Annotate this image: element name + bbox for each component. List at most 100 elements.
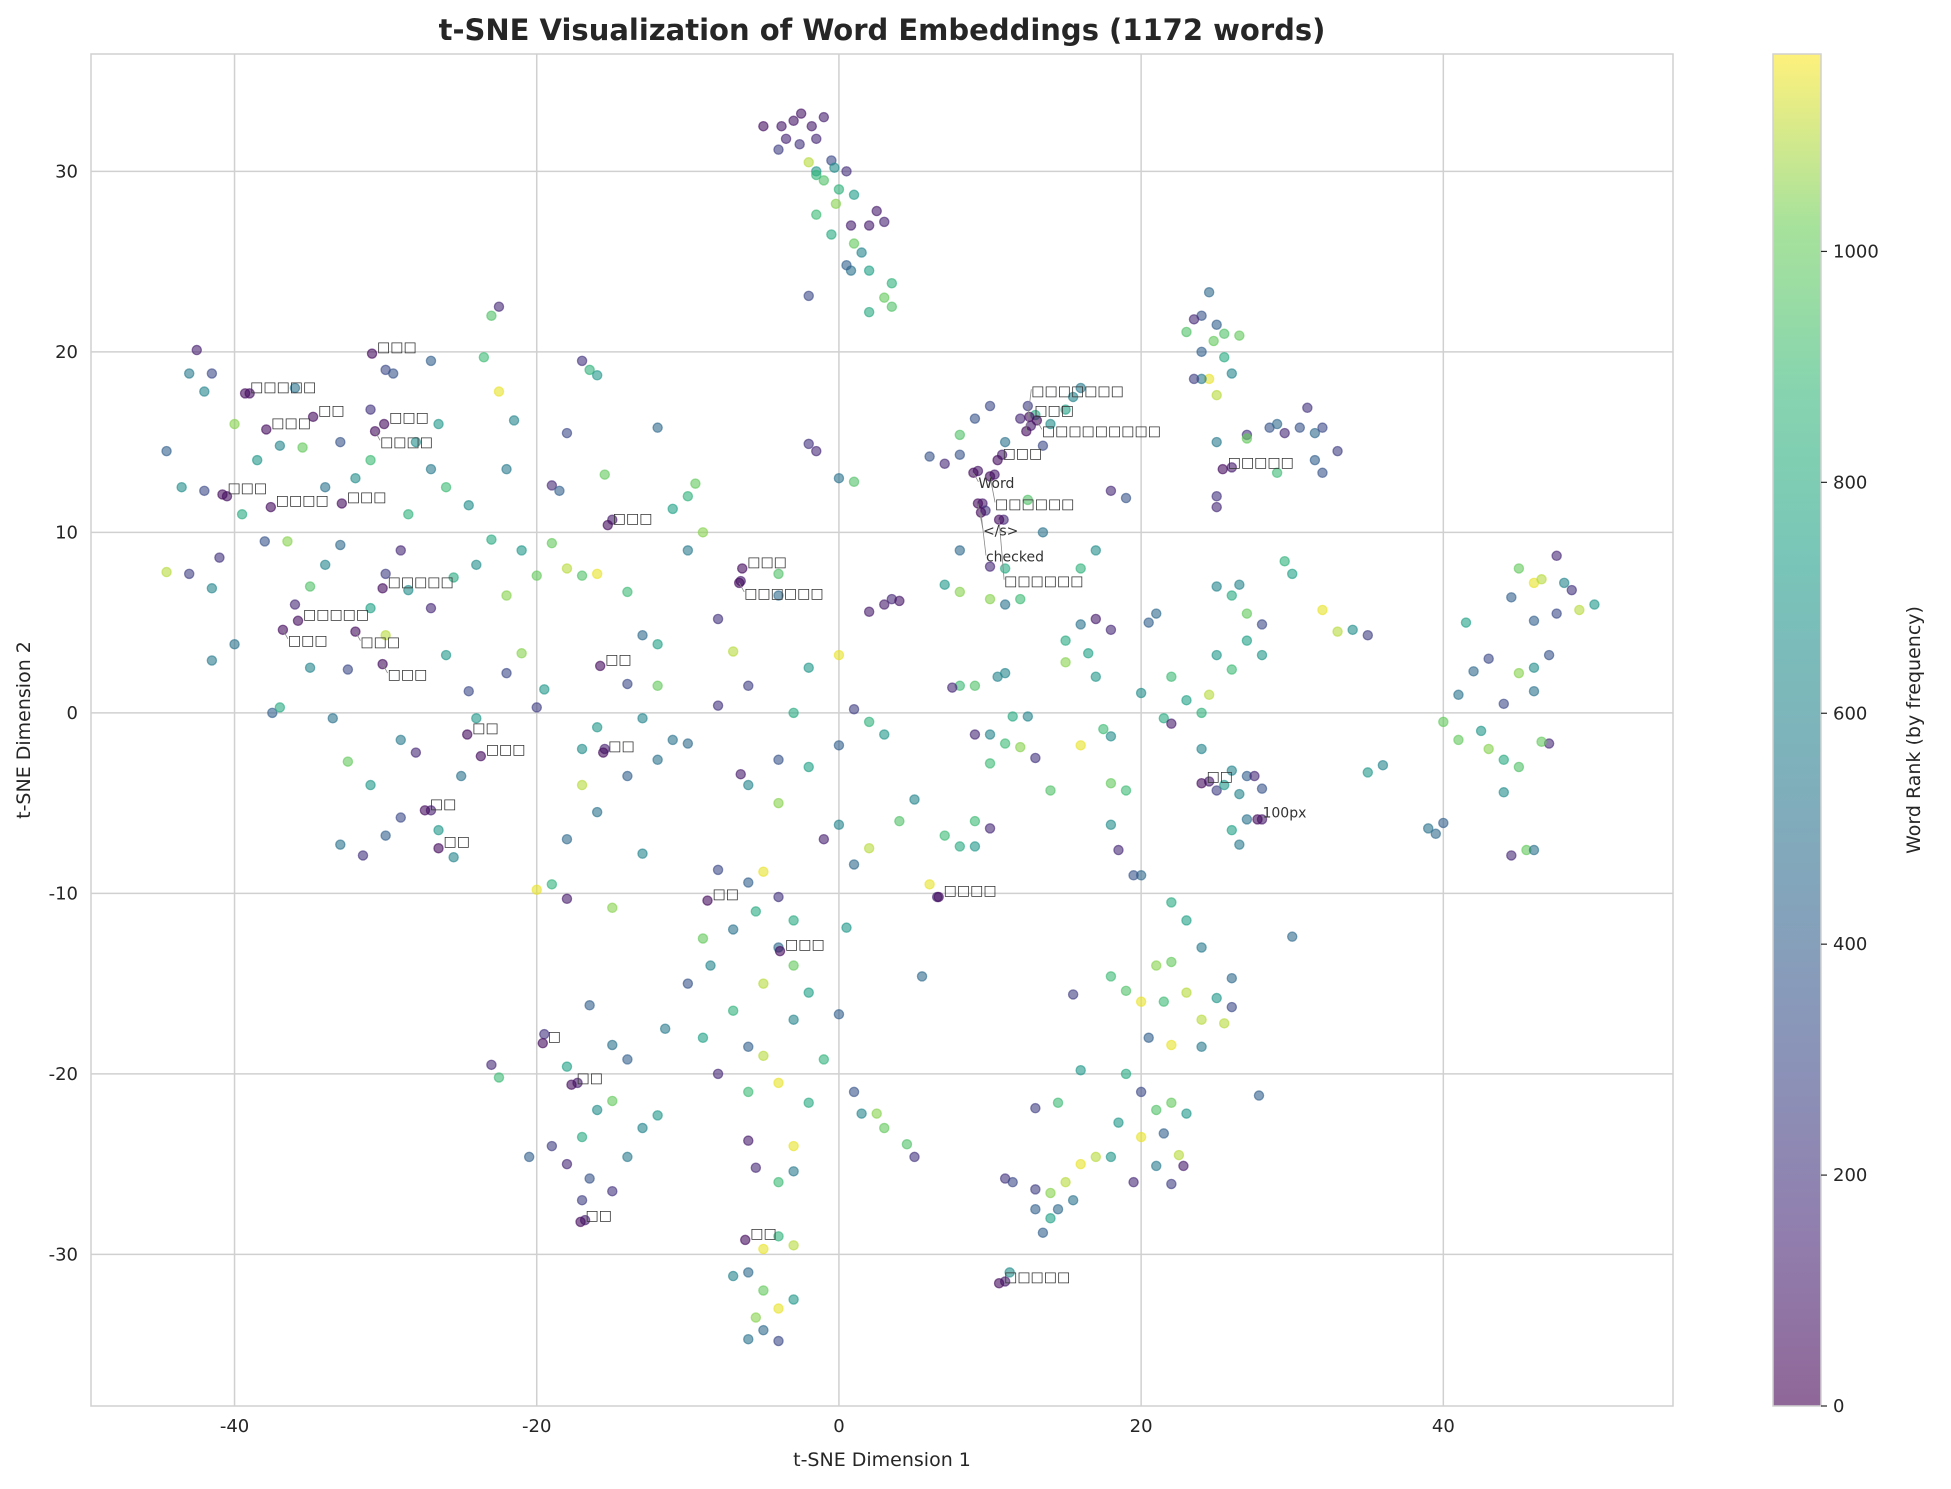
data-point [501, 463, 512, 475]
data-point [788, 707, 799, 719]
data-point [947, 682, 958, 693]
data-point [1090, 613, 1102, 625]
data-point [841, 259, 852, 271]
data-point [1196, 1014, 1207, 1025]
data-point [1438, 716, 1449, 728]
data-point [1105, 731, 1117, 742]
data-point [682, 490, 694, 502]
data-point [1226, 590, 1238, 601]
data-point [788, 960, 799, 971]
data-point [516, 648, 527, 659]
data-point [803, 438, 814, 450]
data-point [342, 756, 354, 767]
annotation-label: □□□ [347, 489, 387, 505]
data-point [199, 485, 210, 497]
data-point [501, 667, 512, 679]
data-point [773, 1335, 784, 1347]
colorbar-tick-label: 1000 [1833, 241, 1879, 262]
data-point [365, 779, 376, 791]
data-point [886, 301, 898, 312]
data-point [969, 815, 981, 827]
data-point [607, 1095, 618, 1107]
data-point [909, 1151, 920, 1163]
data-point [1309, 427, 1321, 439]
data-point [727, 924, 739, 935]
data-point [702, 895, 713, 906]
data-point [1105, 819, 1117, 831]
data-point [969, 729, 981, 740]
data-point [537, 1037, 549, 1049]
data-point [1453, 734, 1464, 746]
data-point [1150, 608, 1162, 619]
data-point [758, 1324, 769, 1336]
data-point [939, 579, 950, 590]
data-point [591, 806, 603, 818]
data-point [1211, 319, 1222, 331]
data-point [1279, 427, 1290, 439]
data-point [1120, 492, 1132, 504]
data-point [697, 1032, 709, 1044]
annotation-label: □□□□□□ [744, 586, 823, 602]
y-tick-label: 20 [55, 342, 78, 363]
data-point [1460, 617, 1472, 628]
annotation-label: □□□ [388, 667, 428, 683]
data-point [410, 747, 422, 758]
data-point [818, 833, 830, 845]
data-point [1558, 577, 1570, 589]
annotation-label: □□ [712, 887, 738, 903]
data-point [697, 933, 709, 944]
data-point [758, 1285, 769, 1296]
data-point [584, 364, 595, 376]
data-point [1166, 956, 1177, 968]
x-tick-label: 0 [833, 1416, 844, 1437]
data-point [486, 534, 497, 545]
data-point [780, 133, 792, 145]
data-point [1120, 1068, 1132, 1080]
data-point [690, 478, 701, 489]
data-point [546, 480, 558, 491]
annotation-label: □□□ [377, 340, 417, 356]
data-point [758, 866, 769, 877]
data-point [1211, 501, 1222, 513]
data-point [1196, 777, 1207, 789]
data-point [652, 1110, 663, 1121]
data-point [1468, 666, 1479, 677]
data-point [561, 893, 573, 905]
data-point [1513, 761, 1525, 773]
data-point [403, 509, 414, 520]
data-point [1075, 740, 1086, 751]
data-point [833, 740, 845, 751]
data-point [206, 583, 218, 594]
colorbar-tick-label: 0 [1833, 1396, 1844, 1417]
annotation-leader-line [355, 631, 361, 641]
data-point [199, 386, 210, 397]
data-point [1589, 599, 1600, 610]
data-point [419, 805, 431, 816]
data-point [304, 581, 316, 592]
data-point [531, 884, 542, 895]
data-point [833, 472, 845, 484]
annotation-leader-line [989, 476, 996, 503]
data-point [924, 879, 935, 890]
data-point [773, 1231, 784, 1242]
data-point [217, 489, 228, 500]
data-point [1453, 689, 1464, 701]
data-point [161, 566, 172, 578]
data-point [539, 684, 550, 695]
data-point [894, 595, 905, 607]
data-point [365, 602, 376, 614]
data-point [1551, 608, 1562, 619]
data-point [1362, 629, 1374, 641]
data-point [282, 536, 293, 547]
data-point [697, 527, 709, 538]
data-point [1513, 667, 1525, 679]
data-point [993, 1278, 1005, 1289]
data-point [1166, 671, 1177, 683]
data-point [1309, 454, 1321, 466]
data-point [1536, 736, 1547, 747]
data-point [736, 563, 748, 574]
data-point [327, 713, 339, 724]
data-point [992, 454, 1003, 466]
data-point [811, 169, 822, 181]
data-point [833, 819, 845, 831]
